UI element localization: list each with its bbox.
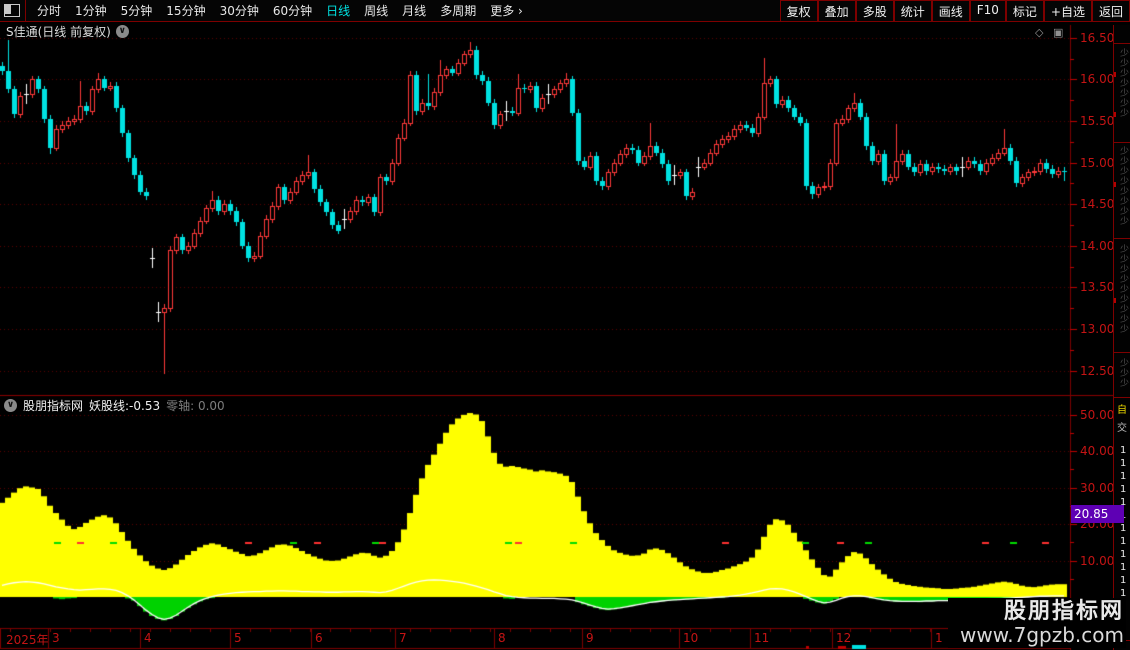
diamond-icon[interactable]: ◇	[1035, 26, 1044, 39]
toolbar-button-1[interactable]: 复权	[779, 0, 818, 21]
strip-separator	[1114, 397, 1130, 398]
strip-marker	[1114, 298, 1116, 303]
price-axis-label: 13.50	[1080, 280, 1115, 295]
period-menu-item-7[interactable]: 日线	[326, 4, 351, 18]
panel-toggle-icon[interactable]: ▣	[1053, 26, 1064, 39]
strip-separator	[1114, 142, 1130, 143]
period-menu-item-1[interactable]: 分时	[37, 4, 62, 18]
date-axis-year: 2025年	[6, 633, 49, 647]
price-axis-label: 16.50	[1080, 30, 1115, 45]
strip-digit: 1	[1120, 575, 1127, 586]
toolbar-button-7[interactable]: 标记	[1005, 0, 1044, 21]
price-axis-label: 14.00	[1080, 238, 1115, 253]
date-axis-month: 8	[498, 631, 506, 645]
price-axis-label: 12.50	[1080, 363, 1115, 378]
toolbar-button-3[interactable]: 多股	[855, 0, 894, 21]
date-axis-month: 12	[836, 631, 852, 645]
date-axis-month: 6	[315, 631, 323, 645]
indicator-main-value: 妖股线:-0.53	[89, 399, 161, 413]
indicator-source-label: 股朋指标网	[23, 399, 84, 413]
period-menu-item-10[interactable]: 多周期	[440, 4, 477, 18]
strip-vertical-text: 少少少	[1118, 358, 1128, 388]
period-menu-item-11[interactable]: 更多 ›	[490, 4, 523, 18]
split-window-icon[interactable]	[4, 4, 20, 17]
strip-marker	[1114, 112, 1116, 117]
toolbar-button-9[interactable]: 返回	[1091, 0, 1130, 21]
strip-digit: 1	[1120, 588, 1127, 599]
strip-top-label[interactable]: 自	[1117, 405, 1127, 416]
chevron-down-icon[interactable]: ∨	[115, 25, 129, 38]
toolbar-divider	[25, 0, 26, 21]
period-menu-item-5[interactable]: 30分钟	[219, 4, 259, 18]
strip-vertical-text: 少少少少少少少	[1118, 48, 1128, 118]
date-axis-month: 11	[754, 631, 770, 645]
strip-vertical-text: 少少少少少少少少	[1118, 146, 1128, 226]
strip-digit: 1	[1120, 497, 1127, 508]
indicator-axis-label: 40.00	[1080, 444, 1115, 458]
toolbar-button-6[interactable]: F10	[969, 0, 1006, 21]
date-axis-month: 9	[586, 631, 594, 645]
strip-digit: 1	[1120, 458, 1127, 469]
strip-separator	[1114, 43, 1130, 44]
toolbar-button-5[interactable]: 画线	[931, 0, 970, 21]
strip-marker	[1114, 182, 1116, 187]
toolbar-button-2[interactable]: 叠加	[817, 0, 856, 21]
strip-digit: 1	[1120, 523, 1127, 534]
period-menu: 分时 1分钟 5分钟 15分钟 30分钟 60分钟 日线 周线 月线 多周期 更多 ›	[30, 2, 530, 19]
period-menu-item-2[interactable]: 1分钟	[75, 4, 107, 18]
strip-separator	[1114, 352, 1130, 353]
indicator-header: ∨ 股朋指标网 妖股线:-0.53 零轴: 0.00	[4, 397, 225, 414]
date-axis-month: 1	[935, 631, 943, 645]
strip-second-label[interactable]: 交	[1117, 423, 1127, 434]
date-axis-month: 4	[144, 631, 152, 645]
toolbar-button-8[interactable]: +自选	[1043, 0, 1092, 21]
indicator-zero-value: 零轴: 0.00	[166, 399, 225, 413]
strip-vertical-text: 少少少少少少少少少	[1118, 244, 1128, 334]
period-menu-item-4[interactable]: 15分钟	[166, 4, 206, 18]
price-axis-label: 16.00	[1080, 72, 1115, 87]
date-axis-month: 3	[52, 631, 60, 645]
date-axis-month: 5	[234, 631, 242, 645]
strip-marker	[1114, 72, 1116, 77]
strip-digit: 1	[1120, 562, 1127, 573]
price-axis-label: 13.00	[1080, 321, 1115, 336]
price-axis-label: 15.50	[1080, 113, 1115, 128]
right-side-strip[interactable]: 少少少少少少少 少少少少少少少少 少少少少少少少少少 少少少自交 1 1 1 1 1 1 1 1 1 1 1…	[1113, 25, 1130, 650]
period-menu-item-6[interactable]: 60分钟	[272, 4, 313, 18]
indicator-axis-label: 10.00	[1080, 553, 1115, 568]
date-axis-month: 7	[399, 631, 407, 645]
strip-digit: 1	[1120, 445, 1127, 456]
watermark: 股朋指标网 www.7gpzb.com	[948, 598, 1126, 648]
date-axis-month: 10	[683, 631, 699, 645]
strip-separator	[1114, 238, 1130, 239]
indicator-axis-label: 50.00	[1080, 407, 1115, 422]
period-menu-item-9[interactable]: 月线	[402, 4, 427, 18]
watermark-site-name: 股朋指标网	[1003, 599, 1124, 624]
period-menu-item-3[interactable]: 5分钟	[120, 4, 153, 18]
toolbar-right-buttons: 复权 叠加 多股 统计 画线 F10 标记 +自选 返回	[779, 0, 1130, 21]
period-menu-item-8[interactable]: 周线	[364, 4, 389, 18]
indicator-current-value-tag: 20.85	[1071, 505, 1124, 523]
strip-digit: 1	[1120, 471, 1127, 482]
strip-digit: 1	[1120, 484, 1127, 495]
toolbar-button-4[interactable]: 统计	[893, 0, 932, 21]
watermark-url: www.7gpzb.com	[960, 623, 1124, 647]
indicator-chevron-icon[interactable]: ∨	[4, 399, 17, 412]
price-axis-label: 14.50	[1080, 197, 1115, 212]
symbol-title: S佳通(日线 前复权)	[6, 25, 111, 39]
indicator-axis-label: 30.00	[1080, 480, 1115, 495]
price-axis-label: 15.00	[1080, 155, 1115, 170]
strip-digit: 1	[1120, 549, 1127, 560]
symbol-title-bar: S佳通(日线 前复权) ∨	[6, 23, 129, 40]
strip-digit: 1	[1120, 536, 1127, 547]
top-toolbar: 分时 1分钟 5分钟 15分钟 30分钟 60分钟 日线 周线 月线 多周期 更多 › 复权 叠加 多股…	[0, 0, 1130, 22]
